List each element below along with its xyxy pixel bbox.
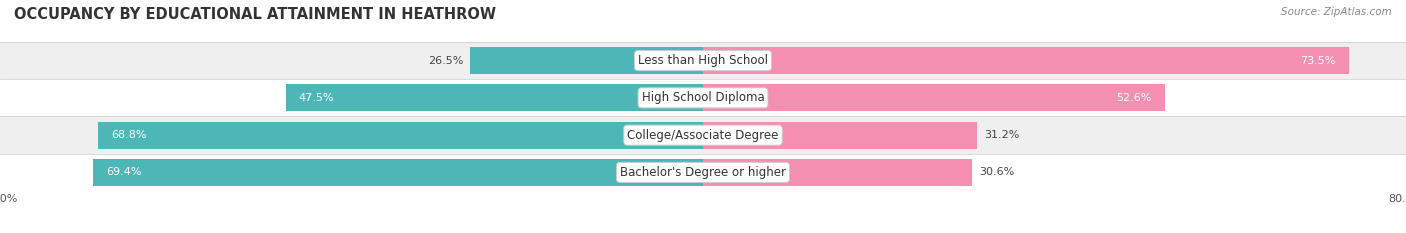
Text: High School Diploma: High School Diploma — [641, 91, 765, 104]
Bar — [0, 116, 1406, 154]
Text: 68.8%: 68.8% — [111, 130, 148, 140]
Bar — [703, 84, 1166, 111]
Text: 47.5%: 47.5% — [299, 93, 335, 103]
Bar — [285, 84, 703, 111]
Text: 31.2%: 31.2% — [984, 130, 1019, 140]
Bar — [93, 159, 703, 186]
Text: Source: ZipAtlas.com: Source: ZipAtlas.com — [1281, 7, 1392, 17]
Bar — [703, 122, 977, 149]
Text: 26.5%: 26.5% — [427, 56, 463, 65]
Text: Less than High School: Less than High School — [638, 54, 768, 67]
Text: OCCUPANCY BY EDUCATIONAL ATTAINMENT IN HEATHROW: OCCUPANCY BY EDUCATIONAL ATTAINMENT IN H… — [14, 7, 496, 22]
Bar — [0, 79, 1406, 116]
Bar — [470, 47, 703, 74]
Bar — [0, 42, 1406, 79]
Bar — [0, 154, 1406, 191]
Bar — [703, 47, 1348, 74]
Text: 69.4%: 69.4% — [107, 168, 142, 177]
Bar — [703, 159, 972, 186]
Text: 73.5%: 73.5% — [1301, 56, 1336, 65]
Text: College/Associate Degree: College/Associate Degree — [627, 129, 779, 142]
Text: Bachelor's Degree or higher: Bachelor's Degree or higher — [620, 166, 786, 179]
Bar — [98, 122, 703, 149]
Text: 52.6%: 52.6% — [1116, 93, 1152, 103]
Text: 30.6%: 30.6% — [979, 168, 1014, 177]
